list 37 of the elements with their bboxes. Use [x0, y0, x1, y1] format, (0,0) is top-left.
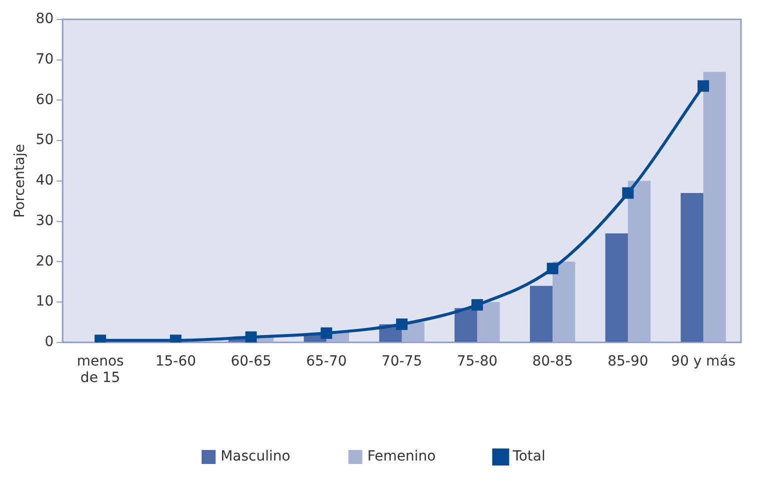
y-axis-title: Porcentaje	[12, 144, 28, 218]
x-tick-label: 70-75	[381, 353, 422, 370]
y-tick-label: 10	[36, 294, 54, 310]
point	[245, 331, 257, 342]
x-tick-label: 65-70	[306, 353, 347, 370]
bar	[552, 262, 576, 342]
bar	[530, 286, 553, 342]
bar	[605, 233, 628, 342]
point	[622, 187, 634, 199]
bar	[703, 72, 726, 342]
x-tick-label: 90 y más	[671, 353, 736, 370]
bar	[454, 308, 478, 342]
legend-label: Masculino	[220, 448, 290, 465]
y-tick-label: 30	[36, 212, 54, 229]
y-tick-label: 20	[36, 253, 54, 270]
legend-label: Total	[512, 448, 546, 465]
point	[471, 299, 483, 311]
y-tick-label: 70	[36, 51, 54, 68]
x-tick-label: 15-60	[155, 353, 196, 370]
x-tick-label: 85-90	[608, 353, 648, 370]
y-tick-label: 50	[36, 132, 54, 148]
bar	[628, 180, 651, 342]
point	[546, 262, 558, 274]
point	[396, 318, 408, 330]
bar	[477, 302, 500, 342]
legend-label: Femenino	[367, 448, 436, 465]
y-tick-label: 40	[36, 172, 54, 189]
x-tick-label: 75-80	[456, 353, 498, 370]
point	[698, 80, 710, 92]
y-tick-label: 80	[36, 11, 54, 28]
point	[320, 327, 332, 339]
x-tick-label: 60-65	[230, 353, 272, 370]
y-tick-label: 60	[36, 92, 54, 108]
bar	[680, 193, 704, 342]
x-tick-label: menos de 15	[76, 353, 124, 386]
x-tick-label: 80-85	[532, 353, 573, 370]
y-tick-label: 0	[44, 334, 54, 350]
